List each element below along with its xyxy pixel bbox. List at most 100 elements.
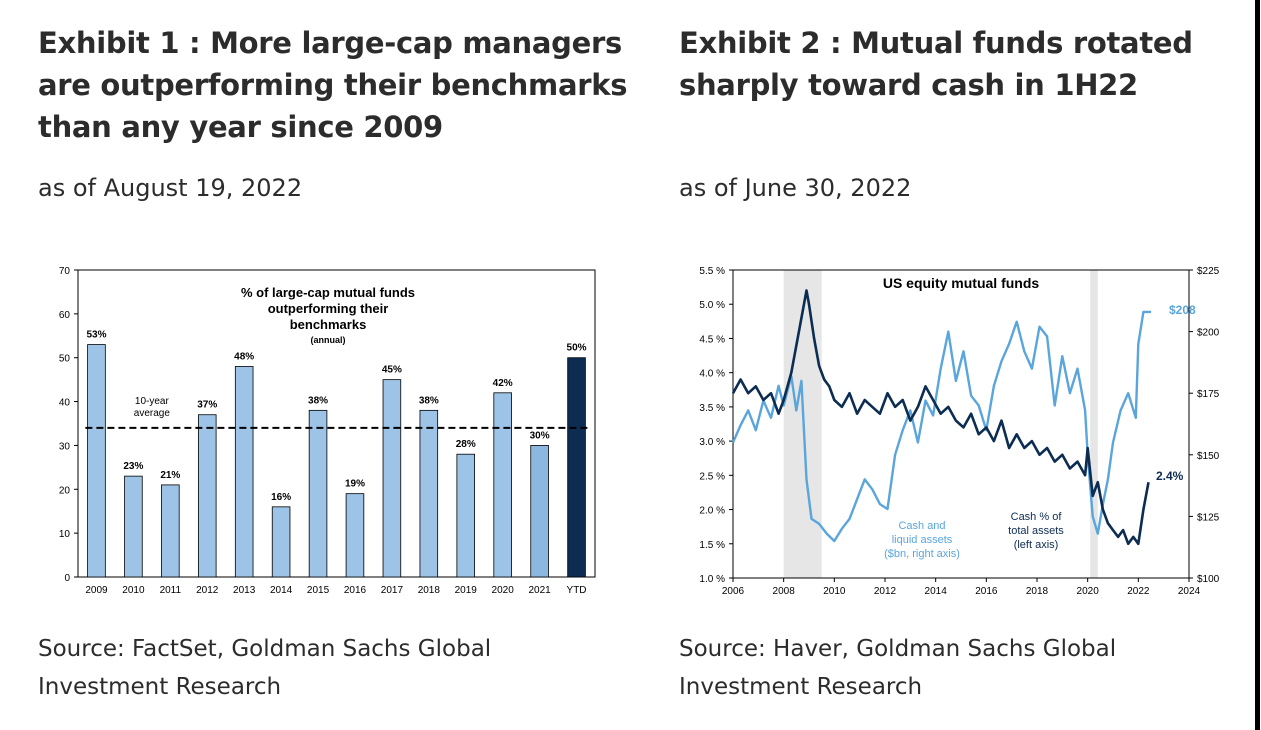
bar-value-label: 37% — [197, 400, 217, 411]
exhibit-1-source-line: Source: FactSet, Goldman Sachs Global — [38, 636, 492, 662]
y-tick-label: 60 — [59, 310, 71, 321]
bar — [456, 453, 476, 578]
x-tick-label: 2009 — [85, 585, 108, 596]
recession-shade — [1090, 270, 1098, 578]
right-y-tick-label: $175 — [1197, 389, 1220, 400]
bar-value-label: 53% — [86, 330, 106, 341]
right-y-tick-label: $125 — [1197, 512, 1220, 523]
left-y-tick-label: 4.5 % — [699, 334, 725, 345]
y-tick-label: 40 — [59, 398, 71, 409]
x-tick-label: 2011 — [160, 585, 182, 596]
bar — [161, 484, 180, 578]
x-tick-label: 2018 — [1026, 586, 1049, 597]
y-tick-label: 20 — [59, 485, 71, 496]
bar — [124, 475, 143, 578]
left-y-tick-label: 1.0 % — [699, 574, 725, 585]
cash-percent-label: Cash % of — [1011, 511, 1063, 523]
exhibit-2-source-line: Source: Haver, Goldman Sachs Global — [679, 636, 1117, 662]
exhibit-2-line-chart: 1.0 % 1.5 % 2.0 % 2.5 % 3.0 % 3.5 % 4.0 % 4.5 %… — [699, 266, 1220, 597]
exhibit-1-title: Exhibit 1 : More large-cap managers are … — [38, 22, 627, 148]
exhibit-1-subtitle: as of August 19, 2022 — [38, 174, 303, 202]
right-y-tick-label: $150 — [1197, 451, 1220, 462]
y-tick-label: 30 — [59, 441, 71, 452]
x-tick-label: 2006 — [722, 586, 745, 597]
bar-value-label: 38% — [419, 395, 439, 406]
y-tick-label: 70 — [59, 266, 71, 277]
exhibit-1-title-line: are outperforming their benchmarks — [38, 68, 628, 102]
bar-value-label: 21% — [160, 470, 180, 481]
exhibit-1-title-line: Exhibit 1 : More large-cap managers — [38, 26, 622, 60]
x-tick-label: 2020 — [1077, 586, 1100, 597]
bar — [382, 379, 402, 578]
right-y-tick-label: $225 — [1197, 266, 1220, 277]
x-tick-label: 2016 — [344, 585, 367, 596]
left-y-tick-label: 4.0 % — [699, 369, 725, 380]
bar-value-label: 19% — [345, 479, 365, 490]
left-y-tick-label: 1.5 % — [699, 540, 725, 551]
x-tick-label: 2008 — [773, 586, 796, 597]
bar — [197, 414, 217, 578]
cash-liquid-assets-label: liquid assets — [892, 534, 953, 546]
y-tick-label: 10 — [59, 529, 71, 540]
x-tick-label: 2010 — [122, 585, 145, 596]
cash-percent-line — [731, 289, 1150, 546]
exhibit-1-title-line: than any year since 2009 — [38, 110, 443, 144]
exhibit-2-source-line: Investment Research — [679, 674, 923, 700]
bar — [234, 366, 254, 578]
cash-percent-label: (left axis) — [1014, 539, 1059, 551]
right-y-tick-label: $200 — [1197, 328, 1220, 339]
exhibit-2-title: Exhibit 2 : Mutual funds rotated sharply… — [679, 22, 1193, 106]
cash-percent-end-label: 2.4% — [1156, 469, 1184, 483]
y-tick-label: 0 — [64, 573, 70, 584]
left-y-tick-label: 2.0 % — [699, 506, 725, 517]
x-tick-label: 2013 — [233, 585, 256, 596]
left-y-tick-label: 3.0 % — [699, 437, 725, 448]
bar-value-label: 42% — [493, 378, 513, 389]
bar — [530, 445, 549, 578]
exhibit-2-title-line: Exhibit 2 : Mutual funds rotated — [679, 26, 1193, 60]
plot-frame — [732, 269, 1190, 579]
chart-1-title-line: % of large-cap mutual funds — [241, 285, 415, 300]
exhibit-1-bar-chart: 0 10 20 30 40 50 60 70 2009 2010 2011 2012 2013 2014… — [59, 266, 596, 596]
bar — [345, 493, 365, 578]
cash-liquid-assets-line — [731, 310, 1151, 543]
x-tick-label: 2012 — [196, 585, 219, 596]
bar — [567, 357, 586, 578]
bar — [87, 344, 106, 578]
right-border — [1255, 0, 1260, 730]
left-y-tick-label: 5.5 % — [699, 266, 725, 277]
x-tick-label: 2014 — [925, 586, 948, 597]
right-y-tick-label: $100 — [1197, 574, 1220, 585]
x-tick-label: 2020 — [492, 585, 515, 596]
ten-year-average-label: average — [134, 408, 171, 419]
x-tick-label: 2018 — [418, 585, 441, 596]
bar — [419, 409, 439, 578]
chart-2-title: US equity mutual funds — [883, 275, 1040, 291]
y-tick-label: 50 — [59, 354, 71, 365]
x-tick-label: 2012 — [874, 586, 897, 597]
bar-value-label: 50% — [567, 343, 587, 354]
ten-year-average-label: 10-year — [135, 396, 170, 407]
bar-value-label: 23% — [123, 461, 143, 472]
bar — [308, 409, 328, 578]
bar-value-label: 28% — [456, 439, 476, 450]
x-tick-label: 2010 — [823, 586, 846, 597]
cash-liquid-assets-end-label: $208 — [1169, 303, 1196, 317]
left-y-tick-label: 3.5 % — [699, 403, 725, 414]
cash-percent-label: total assets — [1008, 525, 1064, 537]
cash-liquid-assets-label: ($bn, right axis) — [884, 548, 960, 560]
x-tick-label: 2022 — [1127, 586, 1150, 597]
chart-1-title-line: benchmarks — [290, 317, 367, 332]
bar-value-label: 30% — [530, 430, 550, 441]
x-tick-label: 2024 — [1178, 586, 1201, 597]
bar-value-label: 45% — [382, 365, 402, 376]
chart-1-title-note: (annual) — [311, 335, 346, 345]
x-tick-label: YTD — [567, 585, 587, 596]
x-tick-label: 2016 — [975, 586, 998, 597]
left-y-tick-label: 5.0 % — [699, 300, 725, 311]
exhibit-1-source: Source: FactSet, Goldman Sachs Global In… — [38, 630, 491, 706]
bar — [493, 392, 512, 578]
exhibit-2-subtitle: as of June 30, 2022 — [679, 174, 912, 202]
exhibit-2-title-line: sharply toward cash in 1H22 — [679, 68, 1138, 102]
bar-value-label: 48% — [234, 351, 254, 362]
